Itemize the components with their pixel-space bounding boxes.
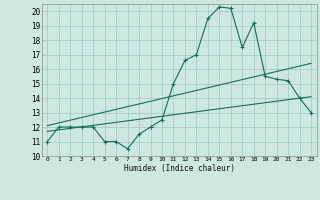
X-axis label: Humidex (Indice chaleur): Humidex (Indice chaleur) — [124, 164, 235, 173]
